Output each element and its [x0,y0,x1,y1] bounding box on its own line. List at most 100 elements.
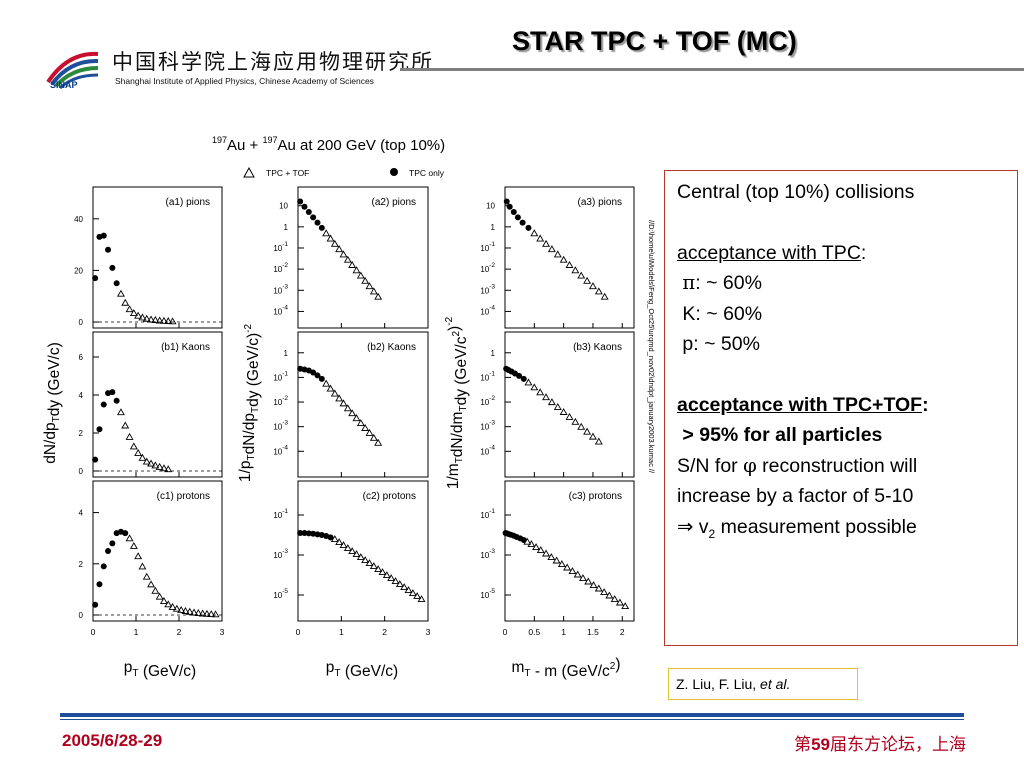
panel-frame [92,186,223,329]
data-point-open [404,586,413,594]
x-tick-label: 2 [382,627,387,637]
y-tick-label: 10-3 [480,283,495,295]
y-tick-label: 10-3 [273,283,288,295]
data-point-open [134,449,143,456]
data-point-open [579,574,587,582]
y-tick-label: 2 [79,429,84,438]
panel-frame [504,186,635,329]
data-point-open [198,609,207,617]
data-point-open [594,437,603,445]
data-point-open [524,378,533,386]
x-tick-label: 0 [91,627,96,637]
data-point-open [605,591,614,599]
data-point-open [339,541,348,549]
y-tick-label: 0 [79,318,84,327]
footer-divider [60,713,964,717]
data-point-open [378,568,387,576]
data-point-open [530,383,539,391]
data-point-open [588,432,597,440]
y-tick-label: 10-3 [480,548,495,560]
data-point-open [391,577,400,585]
data-point-open [594,287,603,295]
data-point-open [151,461,160,469]
data-point-open [134,552,143,560]
data-point-open [615,598,624,606]
panel-label: (b1) Kaons [161,342,210,353]
data-point-open [185,607,194,615]
x-tick-label: 1 [339,627,344,637]
panel-label: (a1) pions [166,197,210,208]
slide-title: STAR TPC + TOF (MC) [512,26,797,56]
data-point-closed [520,537,527,543]
data-point-open [542,393,551,401]
data-point-open [547,553,556,561]
x-axis-label: pT (GeV/c) [326,659,398,680]
data-point-open [181,606,190,614]
summary-line-1: Central (top 10%) collisions [677,181,915,203]
data-point-closed [113,280,120,287]
data-point-open [322,379,331,387]
data-point-open [400,583,409,591]
panel-label: (c3) protons [569,491,622,502]
y-tick-label: 10-4 [273,304,288,316]
data-point-open [330,389,339,397]
data-point-closed [310,369,317,376]
data-point-open [369,562,378,570]
data-point-open [387,574,396,582]
data-point-open [116,408,125,416]
data-point-open [134,311,143,319]
data-point-open [335,245,344,253]
data-point-closed [297,198,304,205]
data-point-closed [305,530,312,537]
summary-line-10: ⇒ v2 measurement possible [677,514,917,541]
y-tick-label: 10-2 [480,395,495,407]
data-point-open [408,589,417,597]
y-tick-label: 10-1 [480,241,495,253]
data-point-closed [92,601,99,608]
y-tick-label: 10-5 [273,588,288,600]
y-tick-label: 10-5 [480,588,495,600]
legend-open-marker [243,166,255,178]
data-point-open [356,553,365,561]
data-point-open [361,423,370,431]
data-point-open [542,549,551,557]
data-point-open [588,282,597,290]
data-point-open [155,462,164,470]
org-name-en: Shanghai Institute of Applied Physics, C… [115,76,374,86]
data-point-open [369,287,378,295]
data-point-open [365,428,374,436]
data-point-open [527,540,536,548]
panel-label: (b3) Kaons [573,342,622,353]
data-point-open [343,404,352,412]
data-point-open [583,427,592,435]
summary-box: Central (top 10%) collisions acceptance … [664,170,1018,646]
data-point-open [621,602,630,610]
data-point-open [523,537,532,545]
data-point-open [568,567,577,575]
panel-label: (b2) Kaons [367,342,416,353]
data-point-open [164,600,173,608]
y-tick-label: 10-2 [273,395,288,407]
footer-date: 2005/6/28-29 [62,731,163,750]
data-point-open [202,609,211,617]
panel-frame [504,331,635,478]
summary-line-7: > 95% for all particles [682,424,883,446]
data-point-open [565,412,574,420]
data-point-open [147,459,156,467]
footer-conference: 第59届东方论坛，上海 [794,735,966,754]
data-point-open [125,432,134,440]
x-tick-label: 3 [220,627,225,637]
data-point-open [343,544,352,552]
x-tick-label: 2 [177,627,182,637]
data-point-open [571,417,580,425]
data-point-open [190,608,199,616]
data-point-closed [122,530,129,537]
summary-line-6: acceptance with TPC+TOF: [677,393,929,416]
data-point-closed [314,219,321,226]
y-tick-label: 10-1 [273,370,288,382]
data-point-open [552,556,561,564]
data-point-open [138,562,147,570]
side-path-text: //D:\home\u\Models\Feng_Oct25\urqmd_nov0… [647,220,656,474]
data-point-open [573,570,582,578]
